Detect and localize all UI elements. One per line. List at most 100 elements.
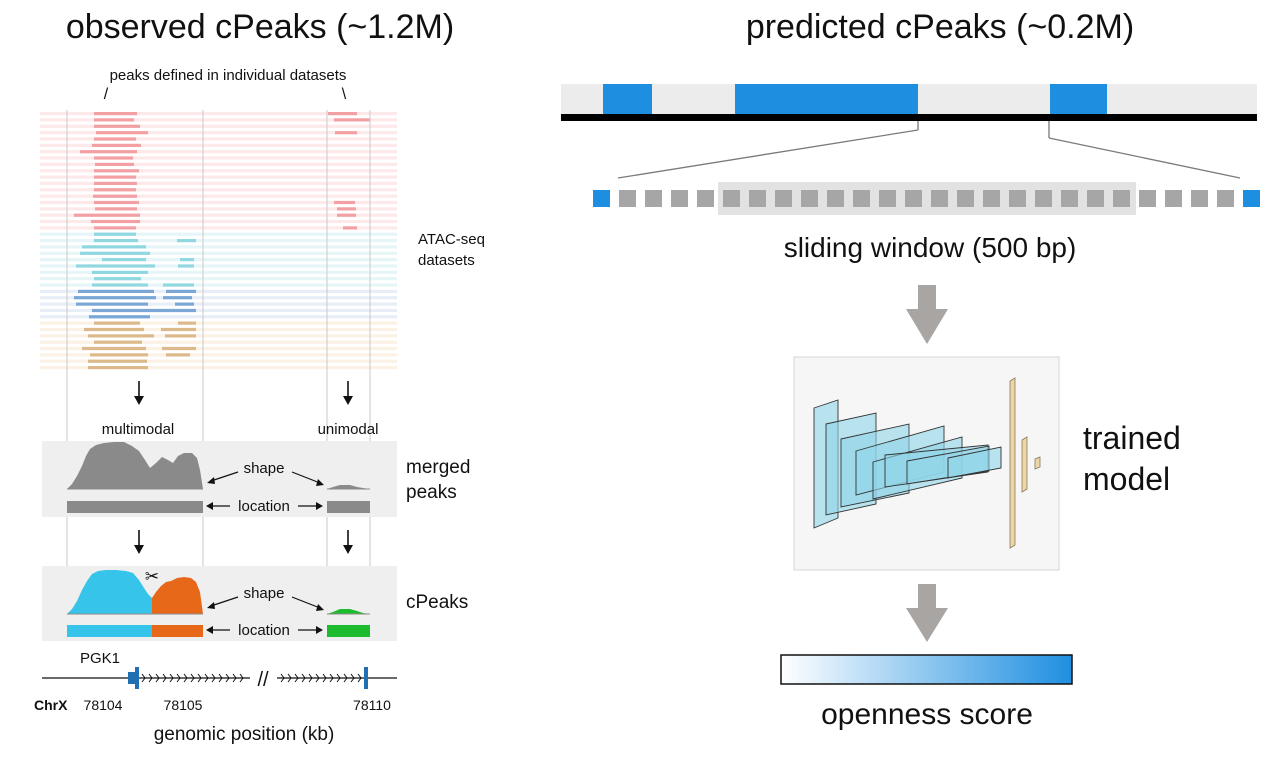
direction-chevron: [225, 673, 230, 683]
window-bin: [1087, 190, 1104, 207]
dataset-peak: [88, 334, 154, 338]
window-bin: [1217, 190, 1234, 207]
dataset-track-row: [40, 143, 397, 147]
merged-label-line2: peaks: [406, 482, 457, 503]
dataset-track-row: [40, 251, 397, 255]
dataset-peak: [94, 137, 136, 141]
dataset-track-row: [40, 169, 397, 173]
dataset-track-row: [40, 137, 397, 141]
dataset-peak: [76, 264, 155, 268]
merged-peaks-box: [42, 441, 397, 517]
gene-direction-chevrons: [141, 673, 362, 683]
dataset-peak: [178, 321, 196, 325]
predicted-region: [603, 84, 652, 115]
dataset-peak: [78, 289, 154, 293]
dataset-peak: [95, 207, 137, 211]
dataset-track-row: [40, 131, 397, 135]
dataset-peak: [80, 251, 150, 255]
location-arrows: [206, 502, 323, 510]
dataset-peak: [95, 162, 134, 166]
direction-chevron: [329, 673, 334, 683]
direction-chevron: [350, 673, 355, 683]
dataset-peak: [94, 118, 134, 122]
dataset-track-row: [40, 359, 397, 363]
predicted-region: [1050, 84, 1107, 115]
dataset-peak: [328, 112, 357, 116]
dataset-track-row: [40, 334, 397, 338]
caption-pointer-left: /: [104, 86, 109, 103]
dataset-peak: [94, 112, 137, 116]
model-diagram: [793, 356, 1060, 571]
dataset-peak: [92, 308, 196, 313]
peak-boundary-guides: [66, 110, 371, 640]
dataset-track-row: [40, 118, 397, 122]
direction-chevron: [301, 673, 306, 683]
location-label: location: [238, 622, 290, 639]
right-panel: predicted cPeaks (~0.2M) sliding window …: [561, 8, 1260, 731]
direction-chevron: [336, 673, 341, 683]
direction-chevron: [239, 673, 244, 683]
dataset-peak: [163, 296, 192, 300]
window-bin: [827, 190, 844, 207]
direction-chevron: [155, 673, 160, 683]
dataset-peak: [94, 124, 140, 128]
dataset-track-row: [40, 239, 397, 243]
dataset-track-row: [40, 150, 397, 154]
dataset-peak: [102, 258, 146, 262]
direction-chevron: [287, 673, 292, 683]
cpeak-shape-orange: [152, 577, 203, 614]
dataset-track-row: [40, 219, 397, 224]
dataset-track-row: [40, 302, 397, 306]
dataset-peak: [163, 283, 194, 287]
window-bin: [957, 190, 974, 207]
sliding-window-row: [593, 182, 1260, 215]
dataset-tracks: [40, 112, 397, 370]
dataset-peak: [165, 334, 196, 338]
dataset-peak: [76, 302, 148, 306]
direction-chevron: [190, 673, 195, 683]
dataset-track-row: [40, 283, 397, 287]
model-label-line1: trained: [1083, 420, 1181, 456]
window-bin: [1165, 190, 1182, 207]
dataset-peak: [84, 327, 144, 332]
dataset-peak: [91, 219, 140, 224]
dataset-peak: [161, 327, 196, 332]
scissors-icon: ✂: [145, 567, 159, 586]
down-arrow: [343, 381, 353, 405]
window-bin: [853, 190, 870, 207]
cpeak-shape-green: [327, 609, 370, 614]
direction-chevron: [218, 673, 223, 683]
openness-score-label: openness score: [821, 698, 1033, 731]
dataset-peak: [166, 289, 196, 293]
multimodal-label: multimodal: [102, 421, 175, 438]
unimodal-label: unimodal: [318, 421, 379, 438]
flow-arrow-icon: [906, 584, 948, 642]
direction-chevron: [183, 673, 188, 683]
dataset-peak: [94, 181, 137, 185]
dataset-peak: [94, 200, 139, 205]
dataset-peak: [94, 321, 140, 325]
window-bin: [1191, 190, 1208, 207]
tick-label: 78104: [84, 697, 123, 713]
dataset-track-row: [40, 112, 397, 116]
dataset-track-row: [40, 327, 397, 332]
dataset-track-row: [40, 353, 397, 357]
direction-chevron: [308, 673, 313, 683]
dataset-track-row: [40, 181, 397, 185]
direction-chevron: [322, 673, 327, 683]
dataset-peak: [94, 188, 136, 192]
model-layer: [947, 446, 1002, 479]
right-panel-title: predicted cPeaks (~0.2M): [746, 8, 1134, 46]
predicted-region: [735, 84, 918, 115]
window-bin: [801, 190, 818, 207]
window-bin: [697, 190, 714, 207]
window-bin: [619, 190, 636, 207]
cpeaks-label: cPeaks: [406, 592, 468, 613]
dataset-peak: [92, 283, 148, 287]
model-dense-layer: [1034, 456, 1041, 470]
cpeak-location-cyan: [67, 625, 152, 637]
location-arrows: [206, 626, 323, 634]
direction-chevron: [162, 673, 167, 683]
dataset-track-row: [40, 213, 397, 217]
direction-chevron: [232, 673, 237, 683]
